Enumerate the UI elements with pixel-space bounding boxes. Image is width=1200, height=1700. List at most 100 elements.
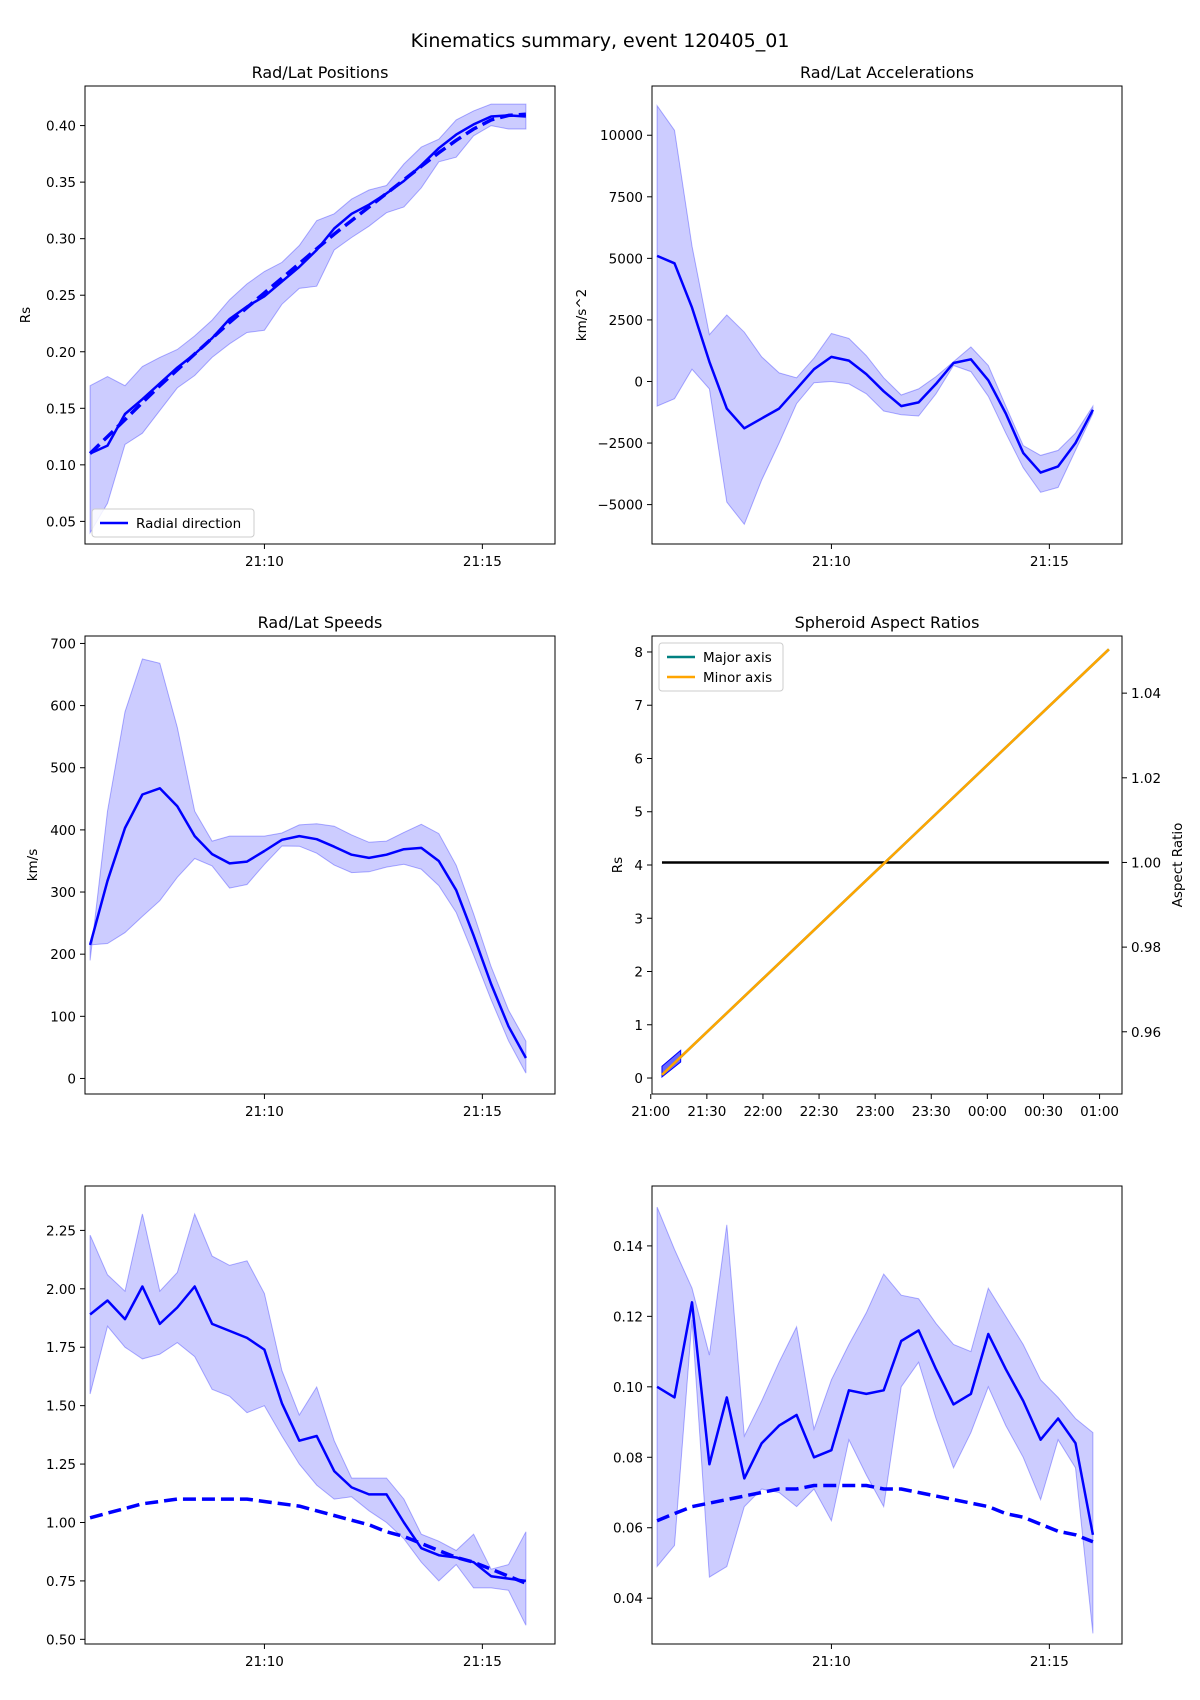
ytick-label: 0 — [634, 1071, 643, 1087]
ytick-label: 2500 — [609, 313, 643, 329]
ytick-label: −2500 — [597, 436, 643, 452]
ytick-label: 0.08 — [613, 1450, 643, 1466]
figure-title: Kinematics summary, event 120405_01 — [410, 30, 790, 52]
xtick-label: 21:15 — [463, 1654, 502, 1670]
y-axis-label: km/s — [25, 849, 41, 882]
ytick-label: 0.35 — [46, 175, 76, 191]
xtick-label: 21:15 — [463, 1104, 502, 1120]
panel-bottom-right: 21:10 21:15 0.04 0.06 0.08 0.10 0.12 0.14 — [613, 1185, 1123, 1670]
xtick-label: 00:30 — [1024, 1104, 1063, 1120]
legend-box — [91, 508, 255, 538]
ytick-label: 2 — [634, 965, 643, 981]
y-axis-label-right: Aspect Ratio — [1170, 823, 1186, 908]
series-line-dashed — [89, 1497, 527, 1585]
ytick-right-label: 1.02 — [1131, 771, 1161, 787]
panel-title: Rad/Lat Positions — [252, 63, 389, 82]
ytick-label: 0.05 — [46, 514, 76, 530]
xtick-label: 21:30 — [687, 1104, 726, 1120]
legend: Radial direction — [91, 508, 255, 538]
ytick-label: 2.00 — [46, 1282, 76, 1298]
y-axis-label: Rs — [610, 857, 626, 873]
xtick-label: 21:10 — [245, 1104, 284, 1120]
uncertainty-band — [89, 1212, 527, 1626]
ytick-label: 0.14 — [613, 1239, 643, 1255]
plot-area — [88, 103, 527, 535]
ytick-label: 0.25 — [46, 288, 76, 304]
ytick-label: 7500 — [609, 190, 643, 206]
uncertainty-band — [656, 1206, 1094, 1634]
series-line-solid — [656, 1301, 1095, 1536]
ytick-label: 300 — [50, 885, 76, 901]
ytick-label: 0.15 — [46, 401, 76, 417]
plot-area — [661, 648, 1110, 1078]
xtick-label: 21:15 — [463, 554, 502, 570]
xtick-label: 23:00 — [856, 1104, 895, 1120]
ytick-label: 100 — [50, 1009, 76, 1025]
uncertainty-band — [89, 658, 527, 1074]
y-axis-label: Rs — [18, 307, 34, 323]
series-line-dashed — [656, 1483, 1094, 1544]
plot-area — [89, 1212, 527, 1626]
xtick-label: 21:00 — [631, 1104, 670, 1120]
series-line-solid — [88, 787, 527, 1059]
plot-area — [656, 1206, 1095, 1634]
xtick-label: 22:00 — [744, 1104, 783, 1120]
plot-area — [88, 658, 527, 1074]
xtick-label: 00:00 — [968, 1104, 1007, 1120]
ytick-label: 1.50 — [46, 1399, 76, 1415]
uncertainty-band — [89, 103, 527, 535]
ytick-label: 1.00 — [46, 1515, 76, 1531]
ytick-label: 700 — [50, 636, 76, 652]
panel-title: Rad/Lat Speeds — [258, 613, 383, 632]
legend-label: Major axis — [703, 650, 772, 666]
ytick-right-label: 1.00 — [1131, 855, 1161, 871]
ytick-label: 0.30 — [46, 232, 76, 248]
series-line-dashed — [88, 112, 527, 455]
axes-frame — [651, 1185, 1123, 1645]
ytick-label: 0.12 — [613, 1309, 643, 1325]
ytick-label: 0.10 — [613, 1380, 643, 1396]
xtick-label: 21:10 — [812, 554, 851, 570]
xtick-label: 21:15 — [1030, 554, 1069, 570]
ytick-label: 0 — [634, 374, 643, 390]
xtick-label: 23:30 — [912, 1104, 951, 1120]
ytick-right-label: 1.04 — [1131, 686, 1161, 702]
panel-title: Rad/Lat Accelerations — [800, 63, 974, 82]
ytick-label: 2.25 — [46, 1223, 76, 1239]
axes-frame — [651, 85, 1123, 545]
xtick-label: 22:30 — [800, 1104, 839, 1120]
ytick-label: 5 — [634, 805, 643, 821]
xtick-label: 21:15 — [1030, 1654, 1069, 1670]
ytick-label: 7 — [634, 698, 643, 714]
ytick-label: 0.75 — [46, 1574, 76, 1590]
ytick-label: 0.06 — [613, 1521, 643, 1537]
ytick-label: 6 — [634, 751, 643, 767]
ytick-label: 0.10 — [46, 458, 76, 474]
axes-frame — [84, 1185, 556, 1645]
panel-speeds: 21:10 21:15 0 100 200 300 400 500 600 700 Rad/Lat … — [25, 613, 556, 1120]
ytick-label: 600 — [50, 699, 76, 715]
ytick-label: −5000 — [597, 498, 643, 514]
panel-accelerations: 21:10 21:15 −5000 −2500 0 2500 5000 7500 10000 Ra… — [574, 63, 1123, 570]
ytick-label: 8 — [634, 645, 643, 661]
panel-title: Spheroid Aspect Ratios — [795, 613, 980, 632]
plot-area — [656, 104, 1095, 526]
axes-frame — [84, 85, 556, 545]
series-line-solid — [656, 254, 1095, 474]
xtick-label: 21:10 — [245, 554, 284, 570]
ytick-label: 0 — [67, 1071, 76, 1087]
panel-bottom-left: 21:10 21:15 0.50 0.75 1.00 1.25 1.50 1.75 2.00 2.… — [46, 1185, 556, 1670]
ytick-label: 0.50 — [46, 1632, 76, 1648]
xtick-label: 21:10 — [812, 1654, 851, 1670]
xtick-label: 01:00 — [1080, 1104, 1119, 1120]
ytick-label: 500 — [50, 761, 76, 777]
ytick-label: 0.04 — [613, 1591, 643, 1607]
ytick-label: 5000 — [609, 251, 643, 267]
minor-axis-line — [661, 648, 1110, 1076]
ytick-label: 0.40 — [46, 119, 76, 135]
axes-frame — [84, 635, 556, 1095]
ytick-label: 10000 — [600, 128, 643, 144]
ytick-right-label: 0.96 — [1131, 1025, 1161, 1041]
xtick-label: 21:10 — [245, 1654, 284, 1670]
